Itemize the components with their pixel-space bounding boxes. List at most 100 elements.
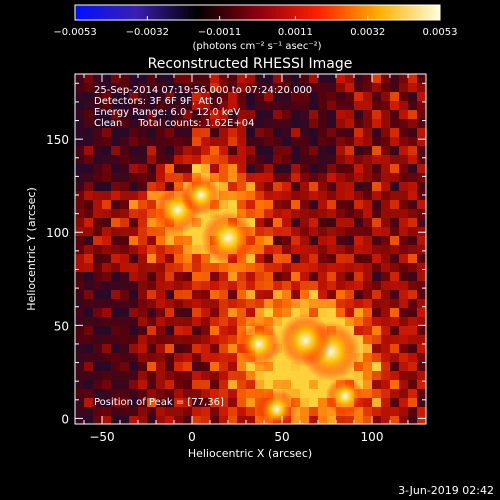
heatmap-cell: [282, 119, 292, 129]
heatmap-cell: [219, 92, 229, 102]
heatmap-cell: [246, 83, 256, 93]
heatmap-cell: [165, 272, 175, 282]
heatmap-cell: [363, 407, 373, 417]
heatmap-cell: [165, 371, 175, 381]
heatmap-cell: [84, 389, 94, 399]
heatmap-cell: [84, 353, 94, 363]
heatmap-cell: [246, 416, 256, 424]
heatmap-cell: [201, 290, 211, 300]
heatmap-cell: [111, 389, 121, 399]
heatmap-cell: [345, 308, 355, 318]
heatmap-cell: [210, 326, 220, 336]
heatmap-cell: [363, 299, 373, 309]
heatmap-cell: [381, 272, 391, 282]
heatmap-cell: [228, 182, 238, 192]
heatmap-cell: [300, 200, 310, 210]
heatmap-cell: [183, 290, 193, 300]
heatmap-cell: [318, 200, 328, 210]
heatmap-cell: [390, 344, 400, 354]
heatmap-cell: [147, 344, 157, 354]
heatmap-cell: [363, 92, 373, 102]
heatmap-cell: [390, 119, 400, 129]
heatmap-cell: [264, 371, 274, 381]
heatmap-cell: [111, 290, 121, 300]
heatmap-cell: [75, 380, 85, 390]
heatmap-cell: [417, 389, 426, 399]
heatmap-cell: [363, 353, 373, 363]
heatmap-cell: [318, 236, 328, 246]
heatmap-cell: [336, 245, 346, 255]
info-line-clean: Clean Total counts: 1.62E+04: [94, 118, 255, 129]
heatmap-cell: [255, 245, 265, 255]
heatmap-cell: [327, 191, 337, 201]
heatmap-cell: [399, 119, 409, 129]
heatmap-cell: [120, 209, 130, 219]
heatmap-cell: [228, 299, 238, 309]
heatmap-cell: [399, 236, 409, 246]
heatmap-cell: [129, 200, 139, 210]
heatmap-cell: [111, 191, 121, 201]
heatmap-cell: [336, 254, 346, 264]
heatmap-cell: [129, 326, 139, 336]
heatmap-cell: [372, 191, 382, 201]
heatmap-cell: [201, 128, 211, 138]
heatmap-cell: [147, 74, 157, 84]
heatmap-cell: [381, 137, 391, 147]
heatmap-cell: [399, 254, 409, 264]
heatmap-cell: [408, 92, 418, 102]
heatmap-cell: [219, 191, 229, 201]
heatmap-cell: [219, 380, 229, 390]
heatmap-cell: [237, 308, 247, 318]
heatmap-cell: [174, 245, 184, 255]
heatmap-cell: [318, 407, 328, 417]
heatmap-cell: [237, 74, 247, 84]
heatmap-cell: [291, 74, 301, 84]
colorbar-tick-label: −0.0053: [53, 27, 96, 38]
heatmap-cell: [300, 416, 310, 424]
heatmap-cell: [138, 209, 148, 219]
heatmap-cell: [111, 92, 121, 102]
heatmap-cell: [390, 416, 400, 424]
heatmap-cell: [264, 164, 274, 174]
heatmap-cell: [318, 92, 328, 102]
heatmap-cell: [300, 209, 310, 219]
heatmap-cell: [237, 164, 247, 174]
heatmap-cell: [390, 164, 400, 174]
heatmap-cell: [120, 335, 130, 345]
heatmap-cell: [327, 407, 337, 417]
heatmap-cell: [75, 128, 85, 138]
plot-frame: [74, 73, 427, 425]
heatmap-cell: [93, 128, 103, 138]
heatmap-cell: [417, 398, 426, 408]
heatmap-cell: [165, 317, 175, 327]
heatmap-cell: [174, 101, 184, 111]
heatmap-cell: [111, 308, 121, 318]
heatmap-cell: [354, 182, 364, 192]
heatmap-cell: [138, 272, 148, 282]
heatmap-cell: [210, 83, 220, 93]
heatmap-cell: [264, 308, 274, 318]
heatmap-cell: [417, 155, 426, 165]
heatmap-cell: [381, 245, 391, 255]
heatmap-cell: [102, 290, 112, 300]
heatmap-cell: [264, 209, 274, 219]
heatmap-cell: [219, 128, 229, 138]
heatmap-cell: [111, 416, 121, 424]
heatmap-cell: [345, 272, 355, 282]
heatmap-cell: [399, 137, 409, 147]
heatmap-cell: [363, 110, 373, 120]
heatmap-cell: [156, 299, 166, 309]
heatmap-cell: [327, 119, 337, 129]
heatmap-cell: [165, 182, 175, 192]
heatmap-cell: [408, 182, 418, 192]
heatmap-cell: [75, 389, 85, 399]
heatmap-cell: [156, 74, 166, 84]
heatmap-cell: [183, 299, 193, 309]
heatmap-cell: [192, 137, 202, 147]
heatmap-cell: [372, 209, 382, 219]
heatmap-cell: [165, 92, 175, 102]
bright-source: [200, 210, 256, 265]
heatmap-cell: [75, 407, 85, 417]
heatmap-cell: [417, 83, 426, 93]
heatmap-cell: [381, 326, 391, 336]
